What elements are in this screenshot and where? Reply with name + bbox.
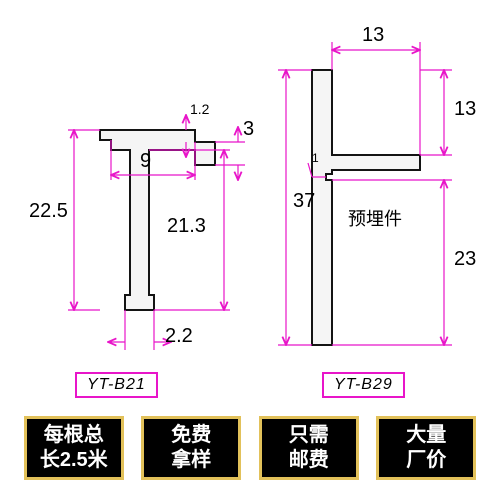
product-labels-row: YT-B21 YT-B29 [0,372,500,402]
dim-left-nine: 9 [140,150,151,173]
info-buttons-row: 每根总 长2.5米 免费 拿样 只需 邮费 大量 厂价 [0,416,500,480]
info-button-shipping[interactable]: 只需 邮费 [259,416,359,480]
info-button-line: 厂价 [406,448,446,473]
dim-right-bottom: 23 [454,248,476,271]
dim-left-height: 22.5 [29,200,68,223]
dim-left-thickness: 1.2 [190,101,209,117]
product-label-left: YT-B21 [75,372,158,398]
info-button-line: 拿样 [171,448,211,473]
info-button-line: 邮费 [289,448,329,473]
dim-left-bottom: 2.2 [165,325,193,348]
dim-left-step: 3 [243,118,254,141]
info-button-length[interactable]: 每根总 长2.5米 [24,416,124,480]
info-button-line: 长2.5米 [40,448,108,473]
info-button-line: 每根总 [44,423,104,448]
dim-right-notch: 1 [312,151,319,165]
dim-left-inner-h: 21.3 [167,215,206,238]
info-button-line: 只需 [289,423,329,448]
embedded-part-label: 预埋件 [348,205,402,231]
product-label-right: YT-B29 [322,372,405,398]
dim-right-full: 37 [293,190,315,213]
diagram-svg [0,0,500,380]
dim-right-toph: 13 [454,98,476,121]
diagram-area: 22.5 21.3 9 2.2 1.2 3 13 13 23 37 1 预埋件 [0,0,500,380]
info-button-line: 免费 [171,423,211,448]
info-button-line: 大量 [406,423,446,448]
info-button-price[interactable]: 大量 厂价 [376,416,476,480]
dim-right-topw: 13 [362,24,384,47]
info-button-sample[interactable]: 免费 拿样 [141,416,241,480]
